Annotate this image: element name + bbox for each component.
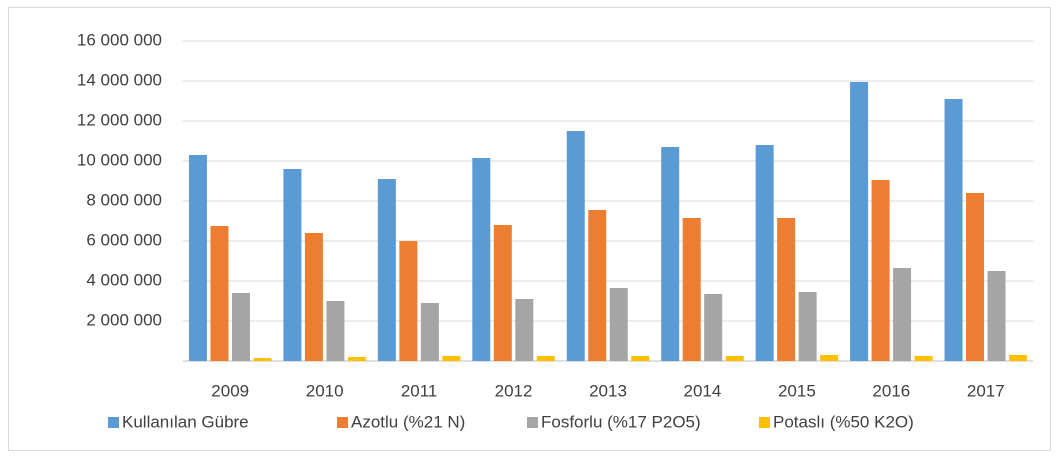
bar — [347, 357, 366, 361]
bar — [304, 233, 323, 361]
y-tick-label: 10 000 000 — [77, 150, 162, 169]
x-tick-label: 2016 — [872, 381, 910, 400]
x-tick-label: 2013 — [589, 381, 627, 400]
bar — [1009, 355, 1028, 361]
legend-swatch — [527, 417, 538, 428]
bar — [515, 299, 534, 361]
bar — [798, 292, 817, 361]
legend-swatch — [108, 417, 119, 428]
bar — [661, 147, 680, 361]
bar — [682, 218, 701, 361]
bar — [777, 218, 796, 361]
y-tick-label: 8 000 000 — [86, 190, 162, 209]
bar — [536, 356, 555, 361]
bar — [399, 241, 418, 361]
legend-swatch — [337, 417, 348, 428]
bar — [326, 301, 345, 361]
bar — [850, 82, 869, 361]
legend-label: Kullanılan Gübre — [122, 412, 249, 431]
bar — [377, 179, 396, 361]
y-tick-label: 14 000 000 — [77, 70, 162, 89]
bar — [588, 210, 607, 361]
bar — [210, 226, 229, 361]
bar — [893, 268, 912, 361]
bar — [755, 145, 774, 361]
x-tick-label: 2015 — [778, 381, 816, 400]
y-tick-label: 6 000 000 — [86, 230, 162, 249]
legend-swatch — [759, 417, 770, 428]
y-tick-label: 4 000 000 — [86, 270, 162, 289]
bar — [253, 358, 272, 361]
bar — [914, 356, 933, 361]
bar — [472, 158, 491, 361]
x-tick-label: 2017 — [967, 381, 1005, 400]
legend-label: Fosforlu (%17 P2O5) — [541, 412, 701, 431]
bar — [944, 99, 963, 361]
legend-label: Potaslı (%50 K2O) — [773, 412, 914, 431]
y-tick-label: 16 000 000 — [77, 30, 162, 49]
x-tick-label: 2010 — [306, 381, 344, 400]
bar — [283, 169, 302, 361]
bar — [987, 271, 1006, 361]
bar — [188, 155, 207, 361]
bar — [631, 356, 650, 361]
bar — [442, 356, 461, 361]
bar — [820, 355, 839, 361]
y-tick-label: 2 000 000 — [86, 310, 162, 329]
bar — [725, 356, 744, 361]
bar — [231, 293, 250, 361]
x-tick-label: 2009 — [211, 381, 249, 400]
bar — [704, 294, 723, 361]
bar — [871, 180, 890, 361]
bar — [966, 193, 985, 361]
x-tick-label: 2011 — [401, 381, 438, 400]
bar — [566, 131, 585, 361]
bar — [609, 288, 628, 361]
y-tick-label: 12 000 000 — [77, 110, 162, 129]
x-tick-label: 2012 — [495, 381, 533, 400]
x-tick-label: 2014 — [684, 381, 722, 400]
bar — [493, 225, 512, 361]
legend-label: Azotlu (%21 N) — [351, 412, 465, 431]
bar — [420, 303, 439, 361]
